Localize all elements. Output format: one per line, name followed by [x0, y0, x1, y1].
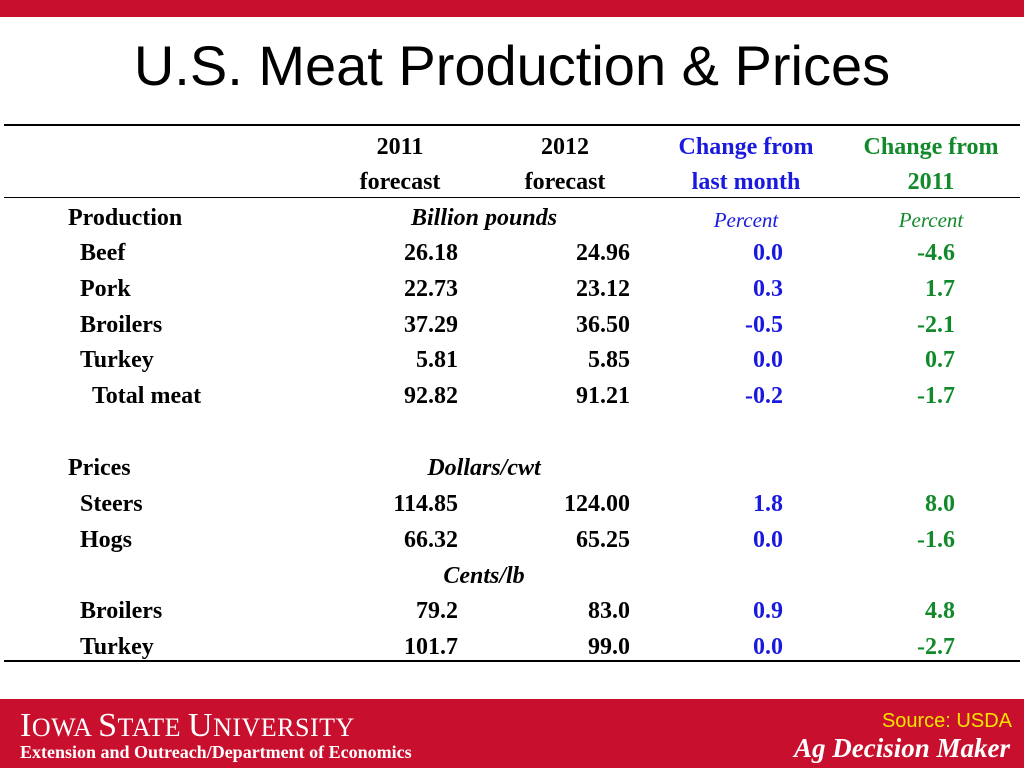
section-label-prices: Prices — [68, 455, 131, 481]
production-row-3-chg-month: 0.0 — [753, 347, 783, 373]
header-change-month-line2: last month — [691, 169, 801, 195]
production-row-2-y2011: 37.29 — [404, 312, 458, 338]
production-row-2-y2012: 36.50 — [576, 312, 630, 338]
header-2011-line2: forecast — [359, 169, 441, 195]
production-row-4-chg-year: -1.7 — [917, 383, 955, 409]
production-row-0-name: Beef — [80, 240, 126, 266]
footer-bar — [0, 699, 1024, 768]
header-2011-line1: 2011 — [376, 134, 424, 160]
production-row-1-chg-month: 0.3 — [753, 276, 783, 302]
production-row-3-chg-year: 0.7 — [925, 347, 955, 373]
production-row-3-y2012: 5.85 — [588, 347, 630, 373]
production-row-4-name: Total meat — [92, 383, 202, 409]
production-row-2-chg-year: -2.1 — [917, 312, 955, 338]
production-row-0-chg-year: -4.6 — [917, 240, 955, 266]
unit-percent-month: Percent — [713, 208, 779, 232]
production-row-1-y2012: 23.12 — [576, 276, 630, 302]
prices-row-2-chg-year: 4.8 — [925, 598, 955, 624]
header-change-year-line2: 2011 — [907, 169, 955, 195]
header-2012-line1: 2012 — [541, 134, 589, 160]
prices-row-3-chg-year: -2.7 — [917, 634, 955, 660]
prices-row-1-chg-month: 0.0 — [753, 527, 783, 553]
production-row-4-y2011: 92.82 — [404, 383, 458, 409]
production-row-0-y2011: 26.18 — [404, 240, 458, 266]
section-label-production: Production — [68, 205, 183, 231]
header-2012-line2: forecast — [524, 169, 606, 195]
iowa-state-university-logo: IOWA STATE UNIVERSITY — [20, 707, 355, 744]
source-label: Source: USDA — [881, 710, 1012, 732]
prices-row-1-y2012: 65.25 — [576, 527, 630, 553]
production-row-1-chg-year: 1.7 — [925, 276, 955, 302]
prices-row-2-y2011: 79.2 — [416, 598, 458, 624]
production-row-4-chg-month: -0.2 — [745, 383, 783, 409]
production-row-2-name: Broilers — [80, 312, 163, 338]
unit-billion-pounds: Billion pounds — [410, 205, 558, 231]
prices-row-0-name: Steers — [80, 491, 143, 517]
prices-row-2-name: Broilers — [80, 598, 163, 624]
prices-row-0-y2011: 114.85 — [393, 491, 458, 517]
unit-cents-lb: Cents/lb — [443, 563, 525, 589]
prices-row-0-chg-month: 1.8 — [753, 491, 783, 517]
production-row-2-chg-month: -0.5 — [745, 312, 783, 338]
prices-row-0-chg-year: 8.0 — [925, 491, 955, 517]
production-row-3-name: Turkey — [80, 347, 154, 373]
prices-row-3-name: Turkey — [80, 634, 154, 660]
production-row-1-y2011: 22.73 — [404, 276, 458, 302]
ag-decision-maker-logo: Ag Decision Maker — [794, 733, 1010, 763]
table-top-rule — [4, 124, 1020, 126]
header-change-year-line1: Change from — [863, 134, 999, 160]
prices-row-1-name: Hogs — [80, 527, 133, 553]
unit-percent-year: Percent — [898, 208, 964, 232]
table-bottom-rule — [4, 660, 1020, 662]
prices-row-2-chg-month: 0.9 — [753, 598, 783, 624]
header-divider-rule — [4, 197, 1020, 198]
unit-dollars-cwt: Dollars/cwt — [427, 455, 541, 481]
header-change-month-line1: Change from — [678, 134, 814, 160]
department-label: Extension and Outreach/Department of Eco… — [20, 742, 412, 762]
prices-row-1-y2011: 66.32 — [404, 527, 458, 553]
prices-row-3-y2012: 99.0 — [588, 634, 630, 660]
prices-row-0-y2012: 124.00 — [564, 491, 630, 517]
production-row-1-name: Pork — [80, 276, 131, 302]
page-title: U.S. Meat Production & Prices — [133, 34, 891, 97]
production-row-0-chg-month: 0.0 — [753, 240, 783, 266]
production-row-0-y2012: 24.96 — [576, 240, 630, 266]
prices-row-1-chg-year: -1.6 — [917, 527, 955, 553]
prices-row-3-y2011: 101.7 — [404, 634, 458, 660]
prices-row-3-chg-month: 0.0 — [753, 634, 783, 660]
prices-row-2-y2012: 83.0 — [588, 598, 630, 624]
production-row-4-y2012: 91.21 — [576, 383, 630, 409]
production-row-3-y2011: 5.81 — [416, 347, 458, 373]
top-accent-bar — [0, 0, 1024, 17]
